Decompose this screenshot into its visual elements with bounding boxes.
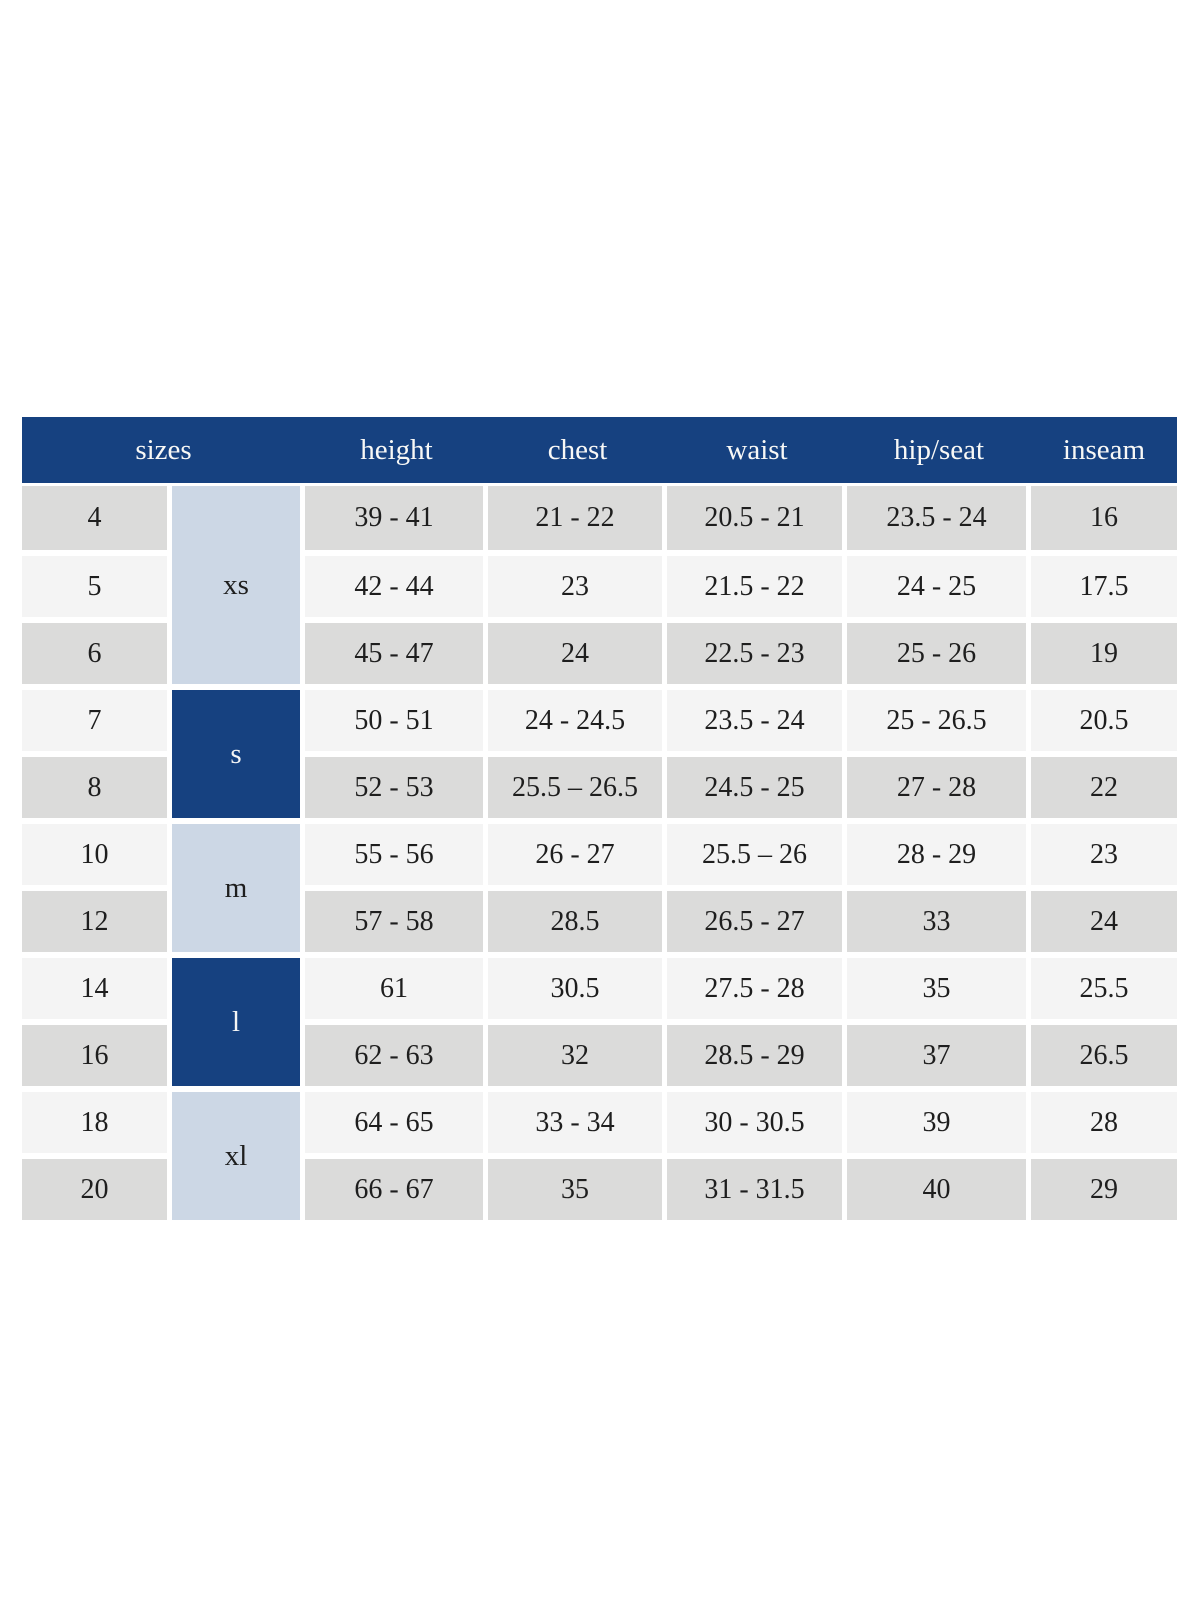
waist-cell: 28.5 - 29 xyxy=(667,1019,847,1086)
hip-seat-cell: 37 xyxy=(847,1019,1031,1086)
table-row-size-6: 6 45 - 47 24 22.5 - 23 25 - 26 19 xyxy=(22,617,1177,684)
chest-cell: 24 - 24.5 xyxy=(488,684,667,751)
size-cell: 5 xyxy=(22,550,172,617)
table-row-size-8: 8 52 - 53 25.5 – 26.5 24.5 - 25 27 - 28 … xyxy=(22,751,1177,818)
size-cell: 6 xyxy=(22,617,172,684)
chest-cell: 32 xyxy=(488,1019,667,1086)
chest-cell: 25.5 – 26.5 xyxy=(488,751,667,818)
size-chart: sizes height chest waist hip/seat inseam… xyxy=(22,417,1177,1220)
table-row-size-14: 14 l 61 30.5 27.5 - 28 35 25.5 xyxy=(22,952,1177,1086)
hip-seat-cell: 27 - 28 xyxy=(847,751,1031,818)
waist-cell: 24.5 - 25 xyxy=(667,751,847,818)
size-cell: 20 xyxy=(22,1153,172,1220)
inseam-cell: 28 xyxy=(1031,1086,1177,1153)
hip-seat-cell: 23.5 - 24 xyxy=(847,483,1031,550)
table-row-size-4: 4 xs 39 - 41 21 - 22 20.5 - 21 23.5 - 24… xyxy=(22,483,1177,684)
waist-cell: 22.5 - 23 xyxy=(667,617,847,684)
height-cell: 52 - 53 xyxy=(305,751,488,818)
height-cell: 62 - 63 xyxy=(305,1019,488,1086)
hip-seat-cell: 35 xyxy=(847,952,1031,1019)
waist-cell: 23.5 - 24 xyxy=(667,684,847,751)
size-cell: 7 xyxy=(22,684,172,751)
group-cell-l: l xyxy=(172,952,305,1086)
column-header-waist: waist xyxy=(667,417,847,483)
height-cell: 55 - 56 xyxy=(305,818,488,885)
inseam-cell: 24 xyxy=(1031,885,1177,952)
waist-cell: 20.5 - 21 xyxy=(667,483,847,550)
waist-cell: 31 - 31.5 xyxy=(667,1153,847,1220)
table-row-size-16: 16 62 - 63 32 28.5 - 29 37 26.5 xyxy=(22,1019,1177,1086)
inseam-cell: 19 xyxy=(1031,617,1177,684)
chest-cell: 23 xyxy=(488,550,667,617)
inseam-cell: 16 xyxy=(1031,483,1177,550)
size-cell: 18 xyxy=(22,1086,172,1153)
waist-cell: 26.5 - 27 xyxy=(667,885,847,952)
height-cell: 42 - 44 xyxy=(305,550,488,617)
height-cell: 39 - 41 xyxy=(305,483,488,550)
waist-cell: 25.5 – 26 xyxy=(667,818,847,885)
header-row: sizes height chest waist hip/seat inseam xyxy=(22,417,1177,483)
group-cell-xs: xs xyxy=(172,483,305,684)
height-cell: 45 - 47 xyxy=(305,617,488,684)
column-header-sizes: sizes xyxy=(22,417,305,483)
column-header-chest: chest xyxy=(488,417,667,483)
column-header-inseam: inseam xyxy=(1031,417,1177,483)
group-cell-m: m xyxy=(172,818,305,952)
waist-cell: 30 - 30.5 xyxy=(667,1086,847,1153)
chest-cell: 21 - 22 xyxy=(488,483,667,550)
inseam-cell: 17.5 xyxy=(1031,550,1177,617)
inseam-cell: 25.5 xyxy=(1031,952,1177,1019)
chest-cell: 35 xyxy=(488,1153,667,1220)
height-cell: 50 - 51 xyxy=(305,684,488,751)
hip-seat-cell: 28 - 29 xyxy=(847,818,1031,885)
size-cell: 14 xyxy=(22,952,172,1019)
size-cell: 4 xyxy=(22,483,172,550)
hip-seat-cell: 39 xyxy=(847,1086,1031,1153)
hip-seat-cell: 25 - 26 xyxy=(847,617,1031,684)
table-row-size-5: 5 42 - 44 23 21.5 - 22 24 - 25 17.5 xyxy=(22,550,1177,617)
size-cell: 10 xyxy=(22,818,172,885)
table-row-size-20: 20 66 - 67 35 31 - 31.5 40 29 xyxy=(22,1153,1177,1220)
inseam-cell: 22 xyxy=(1031,751,1177,818)
column-header-hip-seat: hip/seat xyxy=(847,417,1031,483)
chest-cell: 24 xyxy=(488,617,667,684)
hip-seat-cell: 33 xyxy=(847,885,1031,952)
height-cell: 61 xyxy=(305,952,488,1019)
size-cell: 12 xyxy=(22,885,172,952)
group-cell-s: s xyxy=(172,684,305,818)
inseam-cell: 23 xyxy=(1031,818,1177,885)
column-header-height: height xyxy=(305,417,488,483)
waist-cell: 21.5 - 22 xyxy=(667,550,847,617)
table-row-size-18: 18 xl 64 - 65 33 - 34 30 - 30.5 39 28 xyxy=(22,1086,1177,1220)
inseam-cell: 20.5 xyxy=(1031,684,1177,751)
hip-seat-cell: 24 - 25 xyxy=(847,550,1031,617)
height-cell: 66 - 67 xyxy=(305,1153,488,1220)
table-row-size-7: 7 s 50 - 51 24 - 24.5 23.5 - 24 25 - 26.… xyxy=(22,684,1177,818)
hip-seat-cell: 40 xyxy=(847,1153,1031,1220)
chest-cell: 33 - 34 xyxy=(488,1086,667,1153)
size-cell: 16 xyxy=(22,1019,172,1086)
table-row-size-10: 10 m 55 - 56 26 - 27 25.5 – 26 28 - 29 2… xyxy=(22,818,1177,952)
chest-cell: 28.5 xyxy=(488,885,667,952)
height-cell: 57 - 58 xyxy=(305,885,488,952)
height-cell: 64 - 65 xyxy=(305,1086,488,1153)
size-chart-table: sizes height chest waist hip/seat inseam… xyxy=(22,417,1177,1220)
inseam-cell: 26.5 xyxy=(1031,1019,1177,1086)
table-row-size-12: 12 57 - 58 28.5 26.5 - 27 33 24 xyxy=(22,885,1177,952)
inseam-cell: 29 xyxy=(1031,1153,1177,1220)
chest-cell: 26 - 27 xyxy=(488,818,667,885)
chest-cell: 30.5 xyxy=(488,952,667,1019)
hip-seat-cell: 25 - 26.5 xyxy=(847,684,1031,751)
waist-cell: 27.5 - 28 xyxy=(667,952,847,1019)
group-cell-xl: xl xyxy=(172,1086,305,1220)
size-cell: 8 xyxy=(22,751,172,818)
